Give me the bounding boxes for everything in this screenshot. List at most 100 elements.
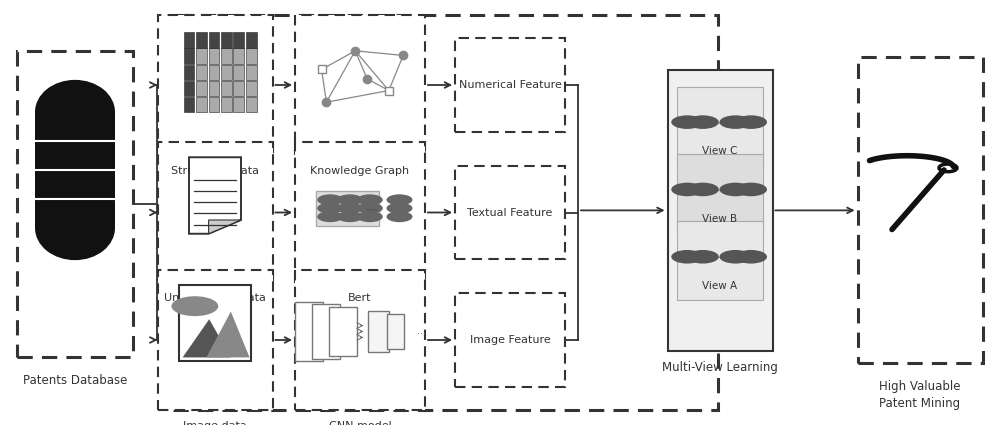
- Bar: [233, 81, 244, 96]
- Bar: [246, 32, 256, 48]
- Bar: [677, 221, 763, 300]
- Bar: [677, 154, 763, 232]
- Circle shape: [687, 183, 719, 196]
- Circle shape: [735, 115, 767, 129]
- Bar: [196, 48, 207, 64]
- Bar: [316, 191, 379, 226]
- Text: ...: ...: [715, 183, 725, 193]
- Bar: [208, 48, 219, 64]
- Polygon shape: [206, 312, 250, 357]
- Bar: [179, 285, 251, 361]
- Bar: [455, 293, 565, 387]
- Circle shape: [735, 250, 767, 264]
- Circle shape: [671, 183, 703, 196]
- Bar: [221, 32, 232, 48]
- Bar: [246, 81, 256, 96]
- Bar: [158, 142, 272, 283]
- Bar: [184, 48, 194, 64]
- Circle shape: [337, 211, 363, 222]
- Text: Unstructured data: Unstructured data: [164, 293, 266, 303]
- Bar: [246, 97, 256, 112]
- Circle shape: [719, 183, 751, 196]
- Text: High Valuable
Patent Mining: High Valuable Patent Mining: [879, 380, 961, 411]
- Bar: [233, 48, 244, 64]
- Bar: [208, 97, 219, 112]
- Text: Structured data: Structured data: [171, 166, 259, 176]
- Bar: [17, 51, 132, 357]
- Bar: [455, 38, 565, 132]
- Bar: [196, 97, 207, 112]
- Text: ...: ...: [715, 250, 725, 260]
- Bar: [312, 304, 340, 359]
- Bar: [295, 270, 425, 410]
- Circle shape: [171, 296, 218, 316]
- Bar: [184, 97, 194, 112]
- Circle shape: [337, 203, 363, 214]
- Bar: [295, 302, 323, 361]
- Text: Knowledge Graph: Knowledge Graph: [310, 166, 410, 176]
- Circle shape: [357, 194, 383, 205]
- Text: Image data: Image data: [183, 421, 247, 425]
- Text: ...: ...: [366, 203, 379, 213]
- Circle shape: [317, 194, 343, 205]
- Circle shape: [317, 211, 343, 222]
- Circle shape: [671, 115, 703, 129]
- Text: Bert: Bert: [348, 293, 372, 303]
- Bar: [677, 87, 763, 165]
- Bar: [208, 32, 219, 48]
- Circle shape: [735, 183, 767, 196]
- Polygon shape: [183, 319, 231, 357]
- Text: View B: View B: [702, 213, 738, 224]
- Bar: [184, 32, 194, 48]
- Bar: [233, 65, 244, 80]
- Circle shape: [357, 211, 383, 222]
- Bar: [221, 65, 232, 80]
- Circle shape: [386, 203, 413, 214]
- Text: Multi-View Learning: Multi-View Learning: [662, 361, 778, 374]
- Bar: [196, 65, 207, 80]
- Circle shape: [386, 211, 413, 222]
- Ellipse shape: [35, 80, 115, 144]
- Circle shape: [719, 250, 751, 264]
- Bar: [221, 81, 232, 96]
- Bar: [246, 48, 256, 64]
- Bar: [246, 65, 256, 80]
- Bar: [158, 15, 272, 155]
- Text: ...: ...: [416, 326, 426, 337]
- Circle shape: [719, 115, 751, 129]
- Bar: [221, 48, 232, 64]
- Circle shape: [317, 203, 343, 214]
- Circle shape: [687, 250, 719, 264]
- Circle shape: [687, 115, 719, 129]
- Circle shape: [671, 250, 703, 264]
- Bar: [208, 81, 219, 96]
- Text: Textual Feature: Textual Feature: [467, 207, 553, 218]
- Text: View C: View C: [702, 146, 738, 156]
- Bar: [295, 15, 425, 155]
- Text: ...: ...: [715, 116, 725, 125]
- Text: Numerical Feature: Numerical Feature: [459, 80, 561, 90]
- Bar: [184, 81, 194, 96]
- Text: CNN model: CNN model: [329, 421, 391, 425]
- Circle shape: [386, 194, 413, 205]
- Bar: [158, 270, 272, 410]
- Polygon shape: [189, 157, 241, 234]
- Ellipse shape: [35, 196, 115, 260]
- Bar: [208, 65, 219, 80]
- Bar: [233, 97, 244, 112]
- Bar: [455, 166, 565, 259]
- Bar: [329, 306, 357, 357]
- Text: Patents Database: Patents Database: [23, 374, 127, 387]
- Polygon shape: [209, 220, 241, 234]
- Bar: [858, 57, 982, 363]
- Bar: [368, 311, 389, 352]
- Text: Image Feature: Image Feature: [470, 335, 550, 345]
- Bar: [184, 65, 194, 80]
- Bar: [668, 70, 772, 351]
- Bar: [35, 112, 115, 228]
- Bar: [221, 97, 232, 112]
- Bar: [233, 32, 244, 48]
- Bar: [387, 314, 404, 349]
- Bar: [196, 32, 207, 48]
- Text: View A: View A: [702, 281, 738, 291]
